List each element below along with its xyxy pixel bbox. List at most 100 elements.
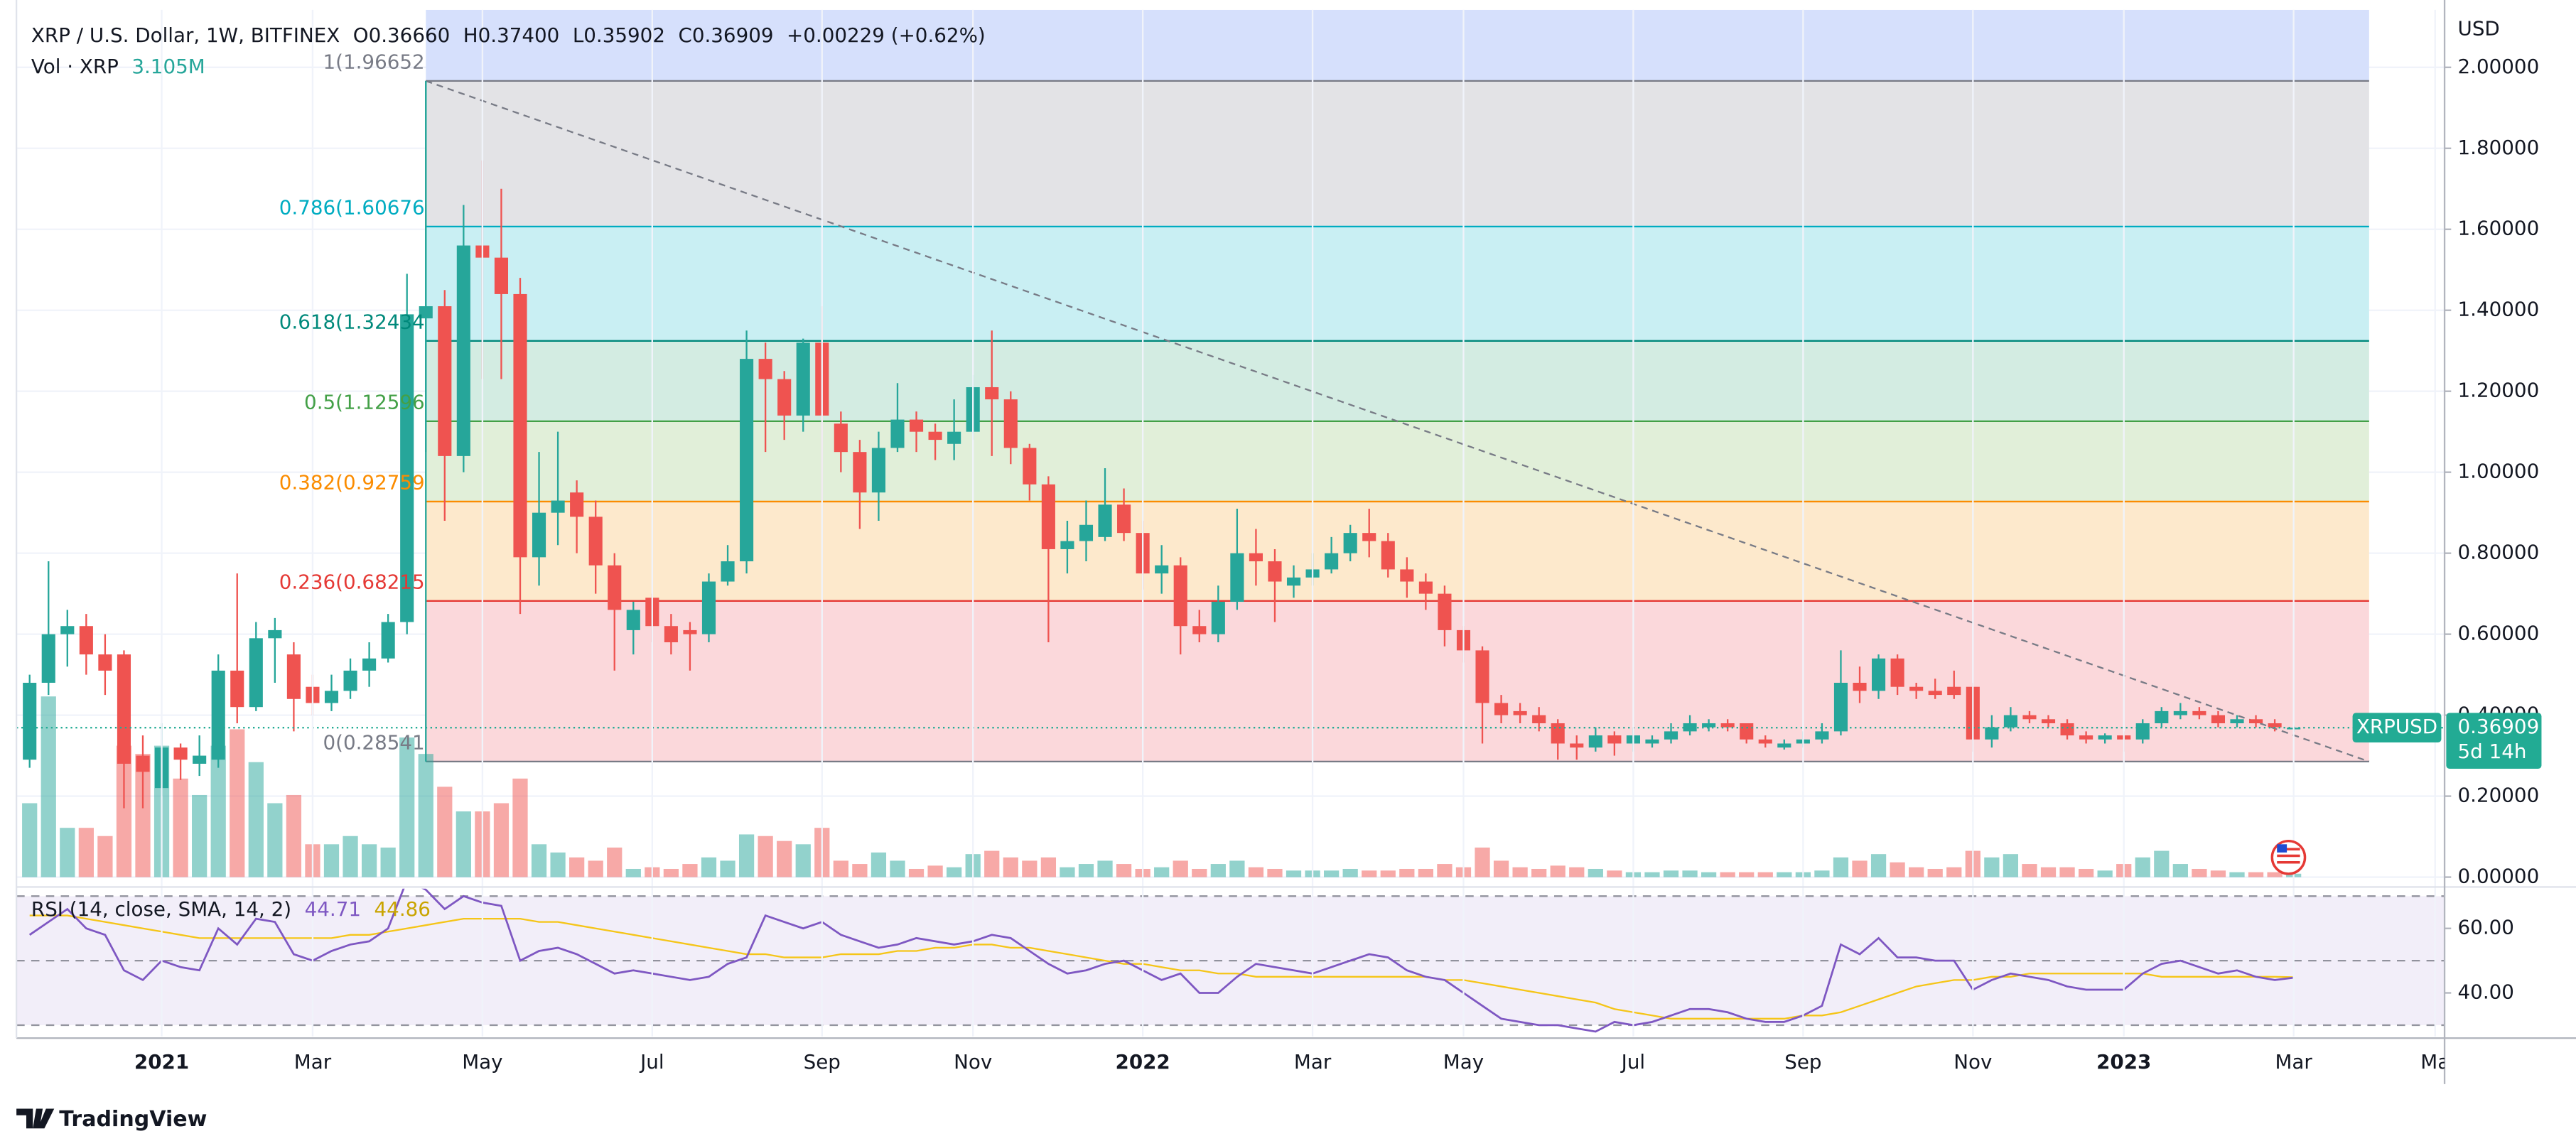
candle-body: [1588, 735, 1602, 748]
fib-labels: 1(1.96652) 0.786(1.60676) 0.618(1.32434) 0.…: [279, 50, 433, 754]
volume-bar: [286, 794, 302, 877]
volume-bar: [1210, 864, 1226, 877]
candle-body: [362, 658, 377, 671]
x-axis: 2021 Mar May Jul Sep Nov 2022 Mar May Jul Sep Nov 20…: [134, 1050, 2445, 1074]
volume-bar: [588, 860, 603, 877]
y-tick-label: 2.00000: [2458, 55, 2540, 78]
volume-bar: [777, 840, 792, 877]
volume-bar: [2040, 867, 2057, 877]
volume-bar: [871, 852, 887, 877]
fib-label: 1(1.96652): [323, 50, 433, 73]
candle-body: [947, 431, 961, 444]
volume-bar: [1890, 862, 1905, 877]
volume-bar: [2003, 854, 2019, 877]
ohlc-label: C0.36909: [678, 23, 773, 47]
volume-bar: [701, 857, 717, 877]
candle-body: [456, 245, 470, 456]
fib-band: [426, 9, 2369, 81]
volume-bar: [1324, 870, 1340, 877]
candle-body: [1853, 683, 1867, 691]
volume-bar: [833, 860, 848, 877]
volume-bar: [1607, 870, 1622, 877]
x-tick-label: Mar: [1294, 1050, 1332, 1074]
y-tick-label: 1.60000: [2458, 217, 2540, 240]
candle-body: [117, 654, 131, 764]
x-tick-label: Mar: [294, 1050, 332, 1074]
y-tick-label: 1.20000: [2458, 379, 2540, 402]
candle-body: [1872, 658, 1886, 691]
candle-body: [1249, 553, 1263, 562]
volume-bar: [380, 847, 396, 877]
volume-bar: [1814, 870, 1830, 877]
volume-bar: [1418, 868, 1433, 877]
candle-body: [1325, 553, 1339, 570]
volume-bar: [1588, 868, 1603, 877]
rsi-legend: RSI (14, close, SMA, 14, 2) 44.71 44.86: [31, 897, 431, 921]
volume-bar: [738, 834, 755, 877]
volume-bar: [1946, 867, 1962, 877]
candle-body: [796, 342, 810, 416]
volume-bar: [1022, 860, 1038, 877]
volume-bar: [663, 868, 679, 877]
x-tick-label: Nov: [954, 1050, 992, 1074]
ohlc-label: +0.00229 (+0.62%): [787, 23, 986, 47]
volume-bar: [210, 745, 226, 877]
volume-bar: [1286, 870, 1302, 877]
volume-bar: [1927, 868, 1943, 877]
y-tick-label: 0.60000: [2458, 622, 2540, 645]
candle-body: [1833, 683, 1848, 732]
volume-bar: [2192, 868, 2207, 877]
volume-bar: [607, 847, 623, 877]
countdown-label: 5d 14h: [2458, 740, 2527, 763]
volume-bar: [1663, 870, 1679, 877]
volume-bar: [1682, 870, 1698, 877]
candle-body: [1286, 577, 1301, 586]
volume-bar: [550, 852, 566, 877]
candle-body: [1664, 731, 1678, 740]
fib-band: [426, 226, 2369, 341]
x-tick-label: Sep: [804, 1050, 841, 1074]
candle-body: [343, 670, 357, 691]
candle-body: [2155, 710, 2169, 723]
candle-body: [588, 517, 603, 566]
candle-body: [1928, 691, 1942, 696]
candle-body: [1532, 715, 1546, 723]
fib-label: 0.236(0.68215): [279, 570, 433, 593]
candle-body: [1362, 533, 1376, 541]
x-tick-label: Sep: [1784, 1050, 1821, 1074]
brand-logo: [16, 1108, 55, 1129]
symbol-tag: [2352, 713, 2442, 743]
volume-bar: [1720, 872, 1735, 877]
volume-bar: [2267, 872, 2283, 877]
candle-body: [1098, 504, 1112, 537]
candle-body: [2268, 723, 2282, 728]
ohlc-label: H0.37400: [463, 23, 560, 47]
ohlc-label: O0.36660: [353, 23, 451, 47]
volume-bar: [1475, 847, 1490, 877]
candle-body: [1192, 626, 1207, 634]
candle-body: [1777, 743, 1791, 748]
y-tick-label: 1.00000: [2458, 460, 2540, 483]
volume-bar: [456, 811, 471, 877]
candle-body: [249, 638, 263, 708]
volume-bar: [758, 836, 773, 877]
volume-bar: [1870, 854, 1887, 877]
volume-bar: [135, 754, 151, 877]
candle-body: [928, 431, 942, 440]
candle-body: [381, 622, 395, 659]
candle-body: [701, 581, 716, 634]
candle-body: [551, 500, 565, 513]
volume-bar: [531, 844, 547, 877]
candle-body: [1268, 561, 1282, 582]
x-tick-label: May: [1443, 1050, 1484, 1074]
candle-body: [1815, 731, 1829, 740]
candle-body: [608, 565, 622, 610]
x-tick-label: Jul: [1620, 1050, 1645, 1074]
volume-bar: [60, 828, 75, 877]
volume-bar: [1757, 872, 1773, 877]
volume-bar: [1040, 857, 1057, 877]
candle-body: [494, 257, 509, 294]
candle-body: [1740, 723, 1754, 740]
volume-bar: [1512, 867, 1528, 877]
y-tick-label: 40.00: [2458, 980, 2514, 1004]
